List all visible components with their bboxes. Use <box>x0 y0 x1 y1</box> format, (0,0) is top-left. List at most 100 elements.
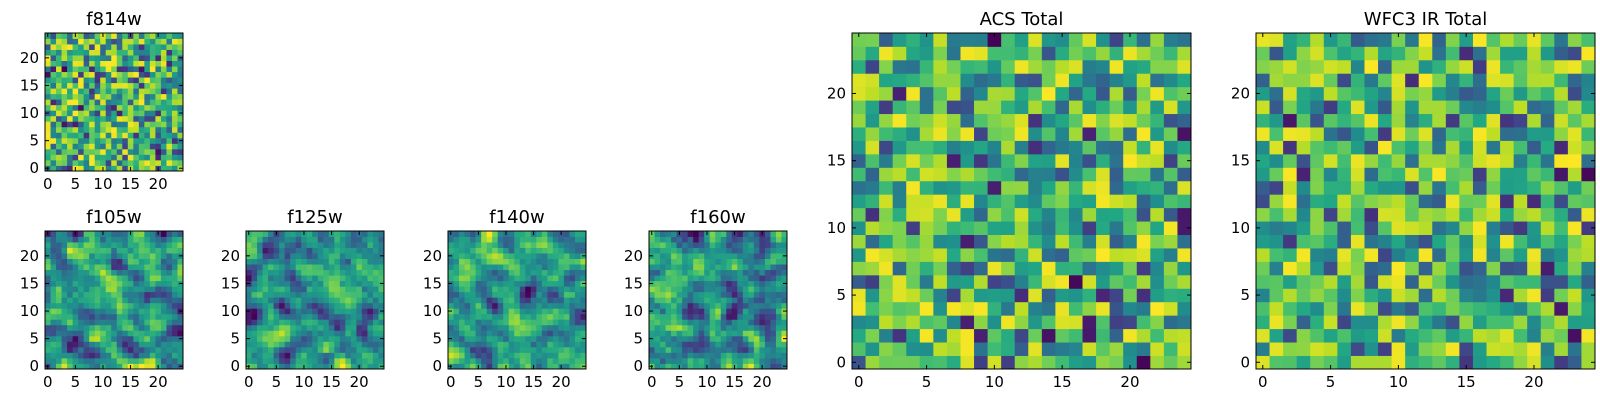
heatmap-cell <box>715 275 722 282</box>
heatmap-cell <box>974 153 988 168</box>
heatmap-cell <box>960 234 975 249</box>
heatmap-cell <box>334 291 341 298</box>
heatmap-cell <box>356 330 363 337</box>
heatmap-cell <box>1540 180 1555 195</box>
heatmap-cell <box>1001 167 1016 182</box>
heatmap-cell <box>1283 315 1298 330</box>
heatmap-cell <box>1350 113 1365 128</box>
heatmap-cell <box>116 110 123 117</box>
heatmap-cell <box>345 335 352 342</box>
heatmap-cell <box>879 207 894 222</box>
heatmap-cell <box>892 274 907 289</box>
heatmap-cell <box>497 269 504 276</box>
heatmap-cell <box>742 253 749 259</box>
heatmap-cell <box>50 308 57 315</box>
heatmap-cell <box>508 291 515 298</box>
heatmap-cell <box>295 324 302 331</box>
heatmap-cell <box>569 269 576 276</box>
heatmap-cell <box>919 288 934 303</box>
heatmap-cell <box>748 352 755 359</box>
y-tick-label: 0 <box>836 353 846 371</box>
heatmap-cell <box>72 264 79 271</box>
heatmap-cell <box>709 324 716 331</box>
heatmap-cell <box>56 291 62 298</box>
heatmap-cell <box>879 234 894 249</box>
heatmap-cell <box>654 242 661 248</box>
heatmap-cell <box>83 143 90 150</box>
heatmap-cell <box>497 286 504 293</box>
heatmap-cell <box>317 258 324 265</box>
heatmap-cell <box>1459 86 1474 101</box>
heatmap-cell <box>127 82 134 89</box>
heatmap-cell <box>177 38 184 45</box>
heatmap-cell <box>1337 33 1352 47</box>
heatmap-cell <box>312 346 319 353</box>
heatmap-cell <box>284 253 291 259</box>
heatmap-cell <box>748 247 755 254</box>
heatmap-cell <box>127 77 134 84</box>
heatmap-cell <box>268 291 274 298</box>
heatmap-cell <box>1500 86 1515 101</box>
heatmap-cell <box>67 137 73 144</box>
heatmap-cell <box>1177 153 1192 168</box>
heatmap-cell <box>486 286 493 293</box>
heatmap-cell <box>257 319 263 326</box>
heatmap-cell <box>45 115 51 122</box>
heatmap-cell <box>1123 59 1138 74</box>
heatmap-cell <box>649 352 655 359</box>
heatmap-cell <box>879 342 894 356</box>
heatmap-cell <box>1350 342 1365 356</box>
heatmap-cell <box>558 319 565 326</box>
y-tick-label: 15 <box>1231 152 1250 170</box>
heatmap-cell <box>569 324 576 331</box>
heatmap-cell <box>693 286 700 293</box>
heatmap-cell <box>328 324 335 331</box>
heatmap-cell <box>127 148 134 155</box>
heatmap-cell <box>481 275 488 282</box>
heatmap-cell <box>892 315 907 330</box>
heatmap-cell <box>1364 100 1379 115</box>
heatmap-cell <box>1082 234 1097 249</box>
heatmap-cell <box>892 113 907 128</box>
heatmap-cell <box>1041 194 1056 209</box>
heatmap-cell <box>155 264 162 271</box>
heatmap-cell <box>1432 315 1447 330</box>
heatmap-cell <box>946 248 961 262</box>
heatmap-cell <box>111 247 118 254</box>
heatmap-cell <box>1391 180 1406 195</box>
heatmap-cell <box>279 264 286 271</box>
heatmap-cell <box>279 269 286 276</box>
heatmap-cell <box>865 234 880 249</box>
heatmap-cell <box>1055 194 1070 209</box>
heatmap-cell <box>100 286 107 293</box>
heatmap-cell <box>1554 288 1569 303</box>
heatmap-cell <box>1310 180 1325 195</box>
heatmap-cell <box>558 330 565 337</box>
heatmap-cell <box>1418 140 1433 155</box>
heatmap-cell <box>72 77 79 84</box>
heatmap-cell <box>459 346 465 353</box>
heatmap-cell <box>453 330 460 337</box>
heatmap-cell <box>133 165 140 172</box>
heatmap-cell <box>665 253 672 259</box>
heatmap-cell <box>671 313 677 320</box>
heatmap-cell <box>737 308 744 315</box>
heatmap-cell <box>78 286 85 293</box>
heatmap-cell <box>742 363 749 370</box>
heatmap-cell <box>94 121 101 128</box>
heatmap-cell <box>1269 328 1284 343</box>
heatmap-cell <box>865 194 880 209</box>
heatmap-cell <box>726 357 733 364</box>
heatmap-cell <box>649 341 655 348</box>
heatmap-cell <box>257 258 263 265</box>
heatmap-cell <box>1014 180 1029 195</box>
heatmap-cell <box>665 275 672 282</box>
heatmap-cell <box>563 357 570 364</box>
heatmap-cell <box>731 302 738 309</box>
heatmap-cell <box>715 258 722 265</box>
heatmap-cell <box>105 154 112 161</box>
heatmap-cell <box>257 264 263 271</box>
heatmap-cell <box>519 269 526 276</box>
heatmap-cell <box>448 341 454 348</box>
heatmap-cell <box>1486 127 1501 141</box>
